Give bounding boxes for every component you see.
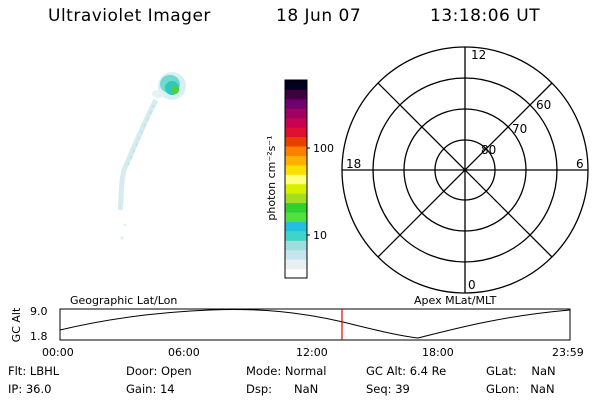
status-gain: Gain: 14 bbox=[126, 382, 175, 396]
polar-diagonal-2 bbox=[377, 82, 553, 258]
colorbar-band bbox=[285, 89, 307, 100]
colorbar-unit-label: photon cm⁻²s⁻¹ bbox=[265, 135, 278, 220]
colorbar-band bbox=[285, 240, 307, 251]
colorbar-band bbox=[285, 98, 307, 109]
colorbar-band bbox=[285, 259, 307, 270]
timeline-x-tick-2359: 23:59 bbox=[552, 346, 584, 359]
timeline-y-tick-top: 9.0 bbox=[30, 305, 48, 318]
status-filter: Flt: LBHL bbox=[8, 364, 60, 378]
colorbar-band bbox=[285, 164, 307, 175]
colorbar-band bbox=[285, 146, 307, 156]
colorbar-band bbox=[285, 155, 307, 166]
colorbar-frame bbox=[284, 79, 308, 279]
status-seq-value: 39 bbox=[395, 382, 410, 396]
timeline-frame bbox=[59, 308, 571, 341]
colorbar-gradient bbox=[285, 80, 307, 279]
colorbar-band bbox=[285, 117, 307, 128]
timeline-x-tick-1200: 12:00 bbox=[296, 346, 328, 359]
status-seq: Seq: 39 bbox=[366, 382, 410, 396]
colorbar-tick-label-100: 100 bbox=[313, 142, 334, 155]
status-dsp: Dsp: NaN bbox=[246, 382, 319, 396]
status-glat-value: NaN bbox=[531, 364, 556, 378]
instrument-title: Ultraviolet Imager bbox=[48, 6, 211, 26]
timeline-x-tick-0600: 06:00 bbox=[168, 346, 200, 359]
status-filter-value: LBHL bbox=[29, 364, 60, 378]
colorbar-band bbox=[285, 108, 307, 119]
auroral-image bbox=[117, 72, 186, 240]
timeline-y-label: GC Alt bbox=[10, 307, 23, 342]
colorbar-band bbox=[285, 127, 307, 138]
timeline-x-tick-0000: 00:00 bbox=[42, 346, 74, 359]
polar-label-0: 0 bbox=[468, 278, 476, 292]
colorbar-band bbox=[285, 221, 307, 232]
colorbar-band bbox=[285, 230, 307, 241]
status-gc-alt-value: 6.4 Re bbox=[409, 364, 447, 378]
timeline-y-tick-bottom: 1.8 bbox=[30, 330, 48, 343]
colorbar-tick-label-10: 10 bbox=[313, 229, 327, 242]
colorbar-band bbox=[285, 193, 307, 204]
timeline-geo-title: Geographic Lat/Lon bbox=[70, 294, 178, 307]
status-door: Door: Open bbox=[126, 364, 192, 378]
status-dsp-value: NaN bbox=[293, 382, 319, 396]
status-gc-alt: GC Alt: 6.4 Re bbox=[366, 364, 447, 378]
polar-label-70: 70 bbox=[512, 122, 527, 136]
status-mode-value: Normal bbox=[284, 364, 327, 378]
status-mode: Mode: Normal bbox=[246, 364, 327, 378]
status-door-value: Open bbox=[160, 364, 192, 378]
polar-label-6: 6 bbox=[576, 157, 584, 171]
status-ip: IP: 36.0 bbox=[8, 382, 52, 396]
colorbar-band bbox=[285, 249, 307, 260]
altitude-trace bbox=[59, 309, 571, 339]
colorbar-band bbox=[285, 268, 307, 279]
colorbar-band bbox=[285, 136, 307, 147]
status-ip-value: 36.0 bbox=[25, 382, 52, 396]
status-glon: GLon: NaN bbox=[486, 382, 555, 396]
observation-time: 13:18:06 UT bbox=[430, 6, 541, 26]
colorbar-band bbox=[285, 174, 307, 185]
colorbar-band bbox=[285, 183, 307, 194]
timeline-apex-title: Apex MLat/MLT bbox=[414, 294, 497, 307]
status-glat: GLat: NaN bbox=[486, 364, 556, 378]
timeline-x-tick-1800: 18:00 bbox=[422, 346, 454, 359]
timeline-plot: GC Alt bbox=[10, 307, 571, 342]
observation-date: 18 Jun 07 bbox=[276, 6, 362, 26]
polar-grid: 12 18 6 0 60 70 80 bbox=[341, 46, 589, 294]
colorbar-band bbox=[285, 212, 307, 222]
colorbar: photon cm⁻²s⁻¹ bbox=[265, 79, 310, 279]
aurora-emission bbox=[117, 72, 186, 240]
polar-label-18: 18 bbox=[346, 157, 361, 171]
colorbar-band bbox=[285, 80, 307, 90]
status-glon-value: NaN bbox=[530, 382, 555, 396]
colorbar-band bbox=[285, 202, 307, 213]
polar-label-12: 12 bbox=[471, 48, 486, 62]
status-gain-value: 14 bbox=[159, 382, 175, 396]
polar-label-80: 80 bbox=[481, 143, 496, 157]
polar-label-60: 60 bbox=[536, 98, 551, 112]
